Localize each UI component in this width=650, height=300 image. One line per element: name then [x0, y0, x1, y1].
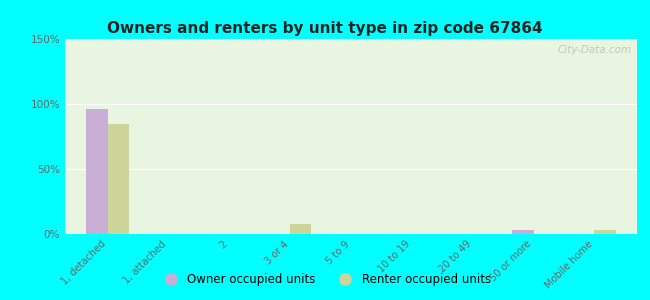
- Text: Owners and renters by unit type in zip code 67864: Owners and renters by unit type in zip c…: [107, 21, 543, 36]
- Bar: [512, 230, 534, 234]
- Bar: [594, 230, 616, 234]
- Legend: Owner occupied units, Renter occupied units: Owner occupied units, Renter occupied un…: [154, 269, 496, 291]
- Bar: [290, 224, 311, 234]
- Bar: [86, 109, 108, 234]
- Bar: [108, 124, 129, 234]
- Text: City-Data.com: City-Data.com: [557, 45, 631, 55]
